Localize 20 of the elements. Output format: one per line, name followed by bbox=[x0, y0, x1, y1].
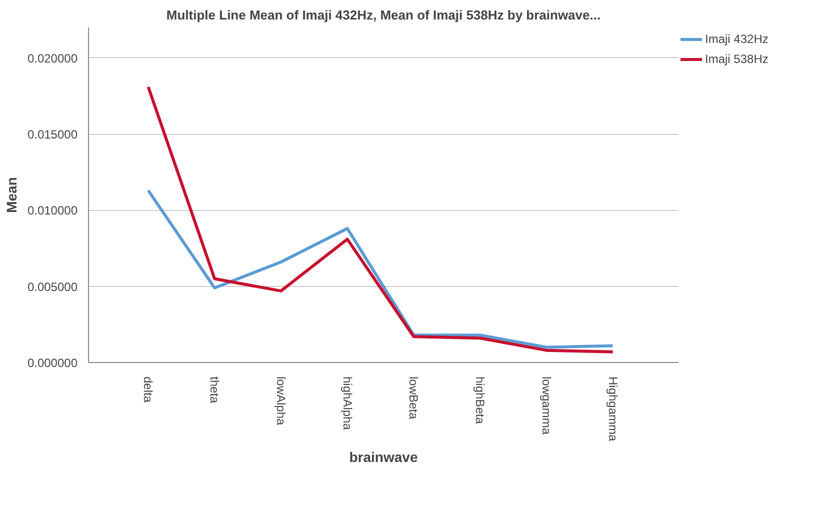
chart-title: Multiple Line Mean of Imaji 432Hz, Mean of Imaji 538Hz by brainwave... bbox=[166, 8, 601, 22]
x-tick-label: theta bbox=[208, 376, 222, 404]
y-tick-label: 0.000000 bbox=[27, 356, 78, 370]
y-tick-label: 0.015000 bbox=[27, 128, 78, 142]
line-series bbox=[146, 85, 614, 354]
x-tick-label: delta bbox=[141, 376, 156, 403]
x-tick-label: lowgamma bbox=[539, 376, 554, 435]
x-tick-label: Highgamma bbox=[606, 376, 620, 442]
legend-label: Imaji 432Hz bbox=[705, 32, 768, 46]
legend-label: Imaji 538Hz bbox=[705, 52, 768, 66]
x-tick-label: lowAlpha bbox=[274, 376, 288, 426]
x-axis-title: brainwave bbox=[349, 449, 418, 466]
line-series bbox=[146, 188, 614, 349]
x-tick-label: lowBeta bbox=[406, 376, 421, 420]
y-tick-label: 0.010000 bbox=[27, 204, 78, 218]
y-axis-title: Mean bbox=[3, 177, 20, 213]
x-tick-label: highBeta bbox=[473, 376, 488, 424]
x-tick-label: highAlpha bbox=[340, 376, 354, 430]
y-tick-label: 0.020000 bbox=[27, 51, 78, 66]
y-tick-label: 0.005000 bbox=[27, 280, 78, 294]
